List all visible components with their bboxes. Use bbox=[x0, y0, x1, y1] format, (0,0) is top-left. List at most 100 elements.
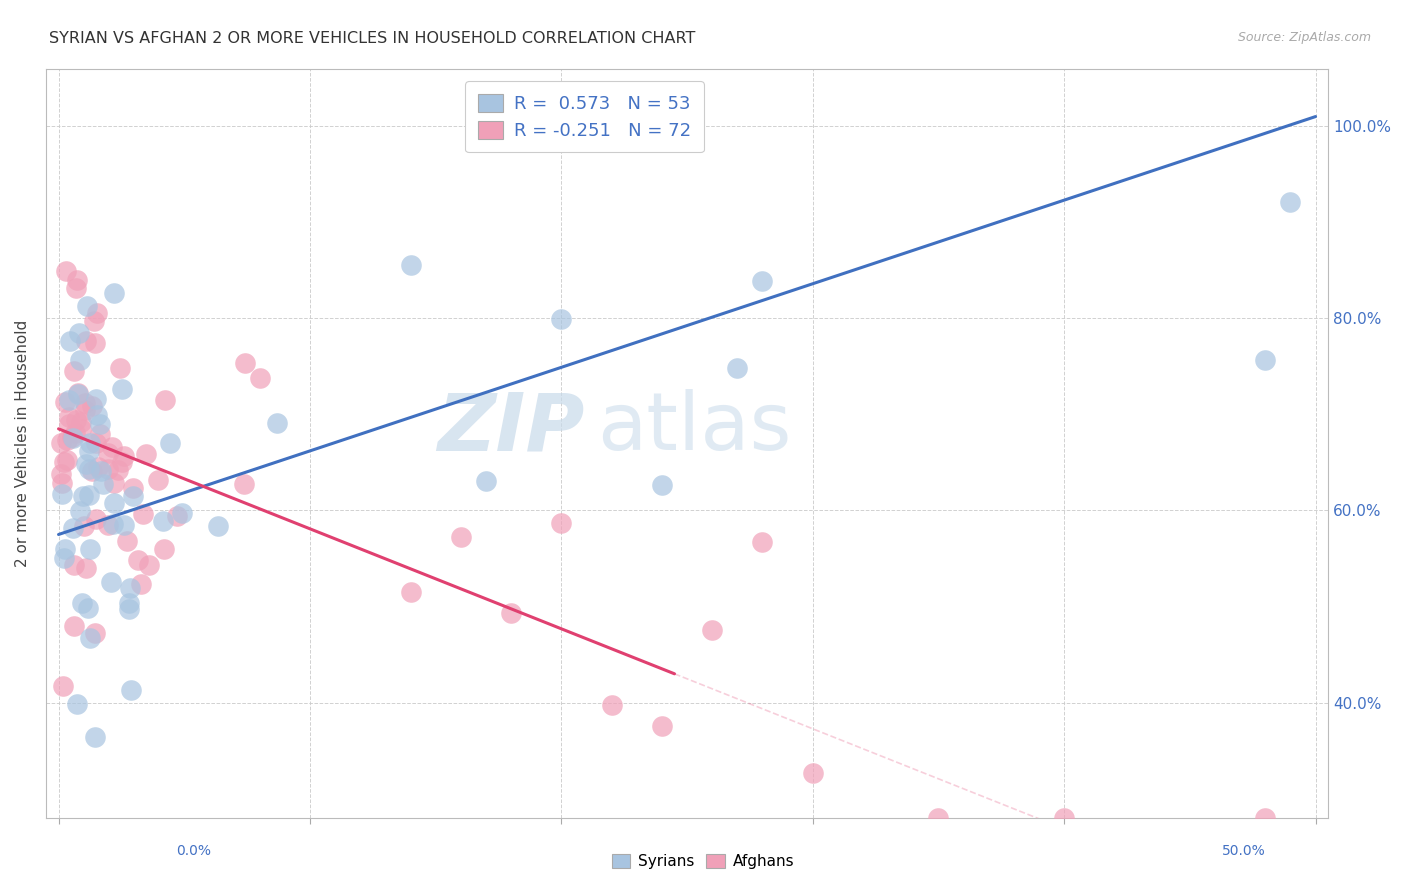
Point bbox=[550, 516, 572, 530]
Point bbox=[751, 534, 773, 549]
Text: 0.0%: 0.0% bbox=[176, 844, 211, 858]
Point bbox=[97, 461, 120, 475]
Point bbox=[475, 474, 498, 488]
Point bbox=[62, 431, 84, 445]
Point bbox=[103, 286, 125, 301]
Point bbox=[1254, 811, 1277, 825]
Point bbox=[70, 596, 93, 610]
Point bbox=[84, 435, 107, 450]
Point bbox=[1279, 194, 1302, 209]
Point bbox=[73, 396, 96, 410]
Point bbox=[77, 600, 100, 615]
Point bbox=[1053, 811, 1076, 825]
Point bbox=[207, 519, 229, 533]
Point bbox=[77, 462, 100, 476]
Point bbox=[112, 449, 135, 463]
Point bbox=[97, 518, 120, 533]
Point bbox=[79, 631, 101, 645]
Point bbox=[111, 455, 134, 469]
Point bbox=[63, 426, 86, 441]
Point bbox=[266, 416, 288, 430]
Point bbox=[86, 460, 108, 475]
Point bbox=[63, 619, 86, 633]
Point bbox=[801, 765, 824, 780]
Point bbox=[651, 719, 673, 733]
Point bbox=[79, 435, 101, 450]
Point bbox=[233, 356, 256, 370]
Point bbox=[52, 550, 75, 565]
Point bbox=[70, 422, 93, 436]
Point bbox=[53, 394, 76, 409]
Point bbox=[76, 299, 98, 313]
Point bbox=[84, 512, 107, 526]
Point bbox=[49, 436, 72, 450]
Point bbox=[101, 516, 124, 531]
Point bbox=[65, 280, 87, 294]
Text: ZIP: ZIP bbox=[437, 389, 585, 467]
Point bbox=[86, 408, 108, 422]
Point bbox=[51, 475, 73, 490]
Point bbox=[118, 596, 141, 610]
Text: SYRIAN VS AFGHAN 2 OR MORE VEHICLES IN HOUSEHOLD CORRELATION CHART: SYRIAN VS AFGHAN 2 OR MORE VEHICLES IN H… bbox=[49, 31, 696, 46]
Point bbox=[80, 399, 103, 413]
Point bbox=[66, 387, 89, 401]
Point bbox=[53, 541, 76, 556]
Point bbox=[55, 433, 77, 447]
Point bbox=[725, 360, 748, 375]
Point bbox=[651, 477, 673, 491]
Point bbox=[83, 314, 105, 328]
Point bbox=[751, 275, 773, 289]
Point bbox=[58, 409, 80, 424]
Point bbox=[107, 463, 129, 477]
Point bbox=[52, 679, 75, 693]
Point bbox=[73, 519, 96, 533]
Point bbox=[111, 382, 134, 396]
Point bbox=[146, 473, 169, 487]
Point bbox=[63, 558, 86, 572]
Point bbox=[69, 415, 91, 429]
Point bbox=[52, 455, 75, 469]
Y-axis label: 2 or more Vehicles in Household: 2 or more Vehicles in Household bbox=[15, 319, 30, 566]
Point bbox=[120, 683, 142, 698]
Point bbox=[249, 371, 271, 385]
Point bbox=[152, 541, 174, 556]
Point bbox=[103, 476, 125, 491]
Text: atlas: atlas bbox=[598, 389, 792, 467]
Point bbox=[77, 443, 100, 458]
Point bbox=[65, 413, 87, 427]
Point bbox=[399, 585, 422, 599]
Point bbox=[83, 730, 105, 744]
Point bbox=[79, 541, 101, 556]
Point bbox=[75, 457, 97, 471]
Point bbox=[67, 326, 90, 340]
Point bbox=[550, 311, 572, 326]
Point bbox=[132, 508, 155, 522]
Point bbox=[60, 430, 83, 444]
Point bbox=[155, 392, 177, 407]
Point bbox=[159, 436, 181, 450]
Point bbox=[69, 504, 91, 518]
Text: Source: ZipAtlas.com: Source: ZipAtlas.com bbox=[1237, 31, 1371, 45]
Point bbox=[399, 258, 422, 272]
Point bbox=[172, 506, 194, 520]
Point bbox=[69, 353, 91, 368]
Point bbox=[67, 386, 90, 401]
Point bbox=[89, 427, 111, 442]
Point bbox=[129, 577, 152, 591]
Point bbox=[108, 360, 131, 375]
Point bbox=[103, 496, 125, 510]
Point bbox=[51, 487, 73, 501]
Point bbox=[59, 334, 82, 348]
Point bbox=[97, 446, 120, 460]
Point bbox=[101, 440, 124, 454]
Legend: R =  0.573   N = 53, R = -0.251   N = 72: R = 0.573 N = 53, R = -0.251 N = 72 bbox=[465, 81, 704, 153]
Point bbox=[100, 574, 122, 589]
Point bbox=[62, 521, 84, 535]
Point bbox=[77, 488, 100, 502]
Point bbox=[450, 530, 472, 544]
Point bbox=[114, 517, 136, 532]
Point bbox=[135, 447, 157, 461]
Point bbox=[56, 452, 79, 467]
Point bbox=[89, 417, 111, 431]
Point bbox=[73, 403, 96, 417]
